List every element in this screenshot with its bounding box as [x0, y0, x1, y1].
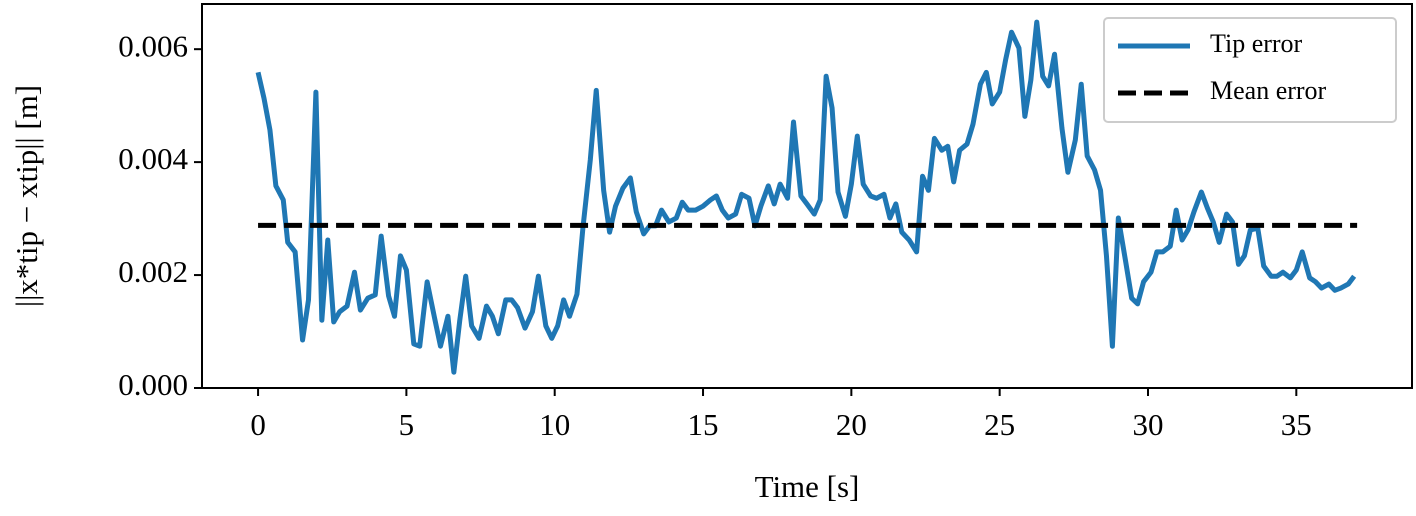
y-tick-label: 0.004	[118, 141, 188, 176]
legend-label: Tip error	[1210, 29, 1303, 58]
x-tick-label: 0	[250, 407, 266, 442]
x-tick-label: 35	[1281, 407, 1312, 442]
x-tick-label: 10	[539, 407, 570, 442]
legend-label: Mean error	[1210, 76, 1327, 105]
x-tick-label: 15	[688, 407, 719, 442]
y-tick-label: 0.000	[118, 367, 188, 402]
x-tick-label: 5	[399, 407, 415, 442]
y-tick-label: 0.002	[118, 254, 188, 289]
x-tick-label: 25	[984, 407, 1015, 442]
plot-frame	[201, 3, 1413, 389]
y-tick-label: 0.006	[118, 28, 188, 63]
x-tick-label: 30	[1132, 407, 1163, 442]
x-tick-label: 20	[836, 407, 867, 442]
y-axis-label: ||x*tip − xtip|| [m]	[9, 85, 44, 307]
series-line	[255, 19, 1357, 375]
x-axis-label: Time [s]	[755, 469, 860, 504]
